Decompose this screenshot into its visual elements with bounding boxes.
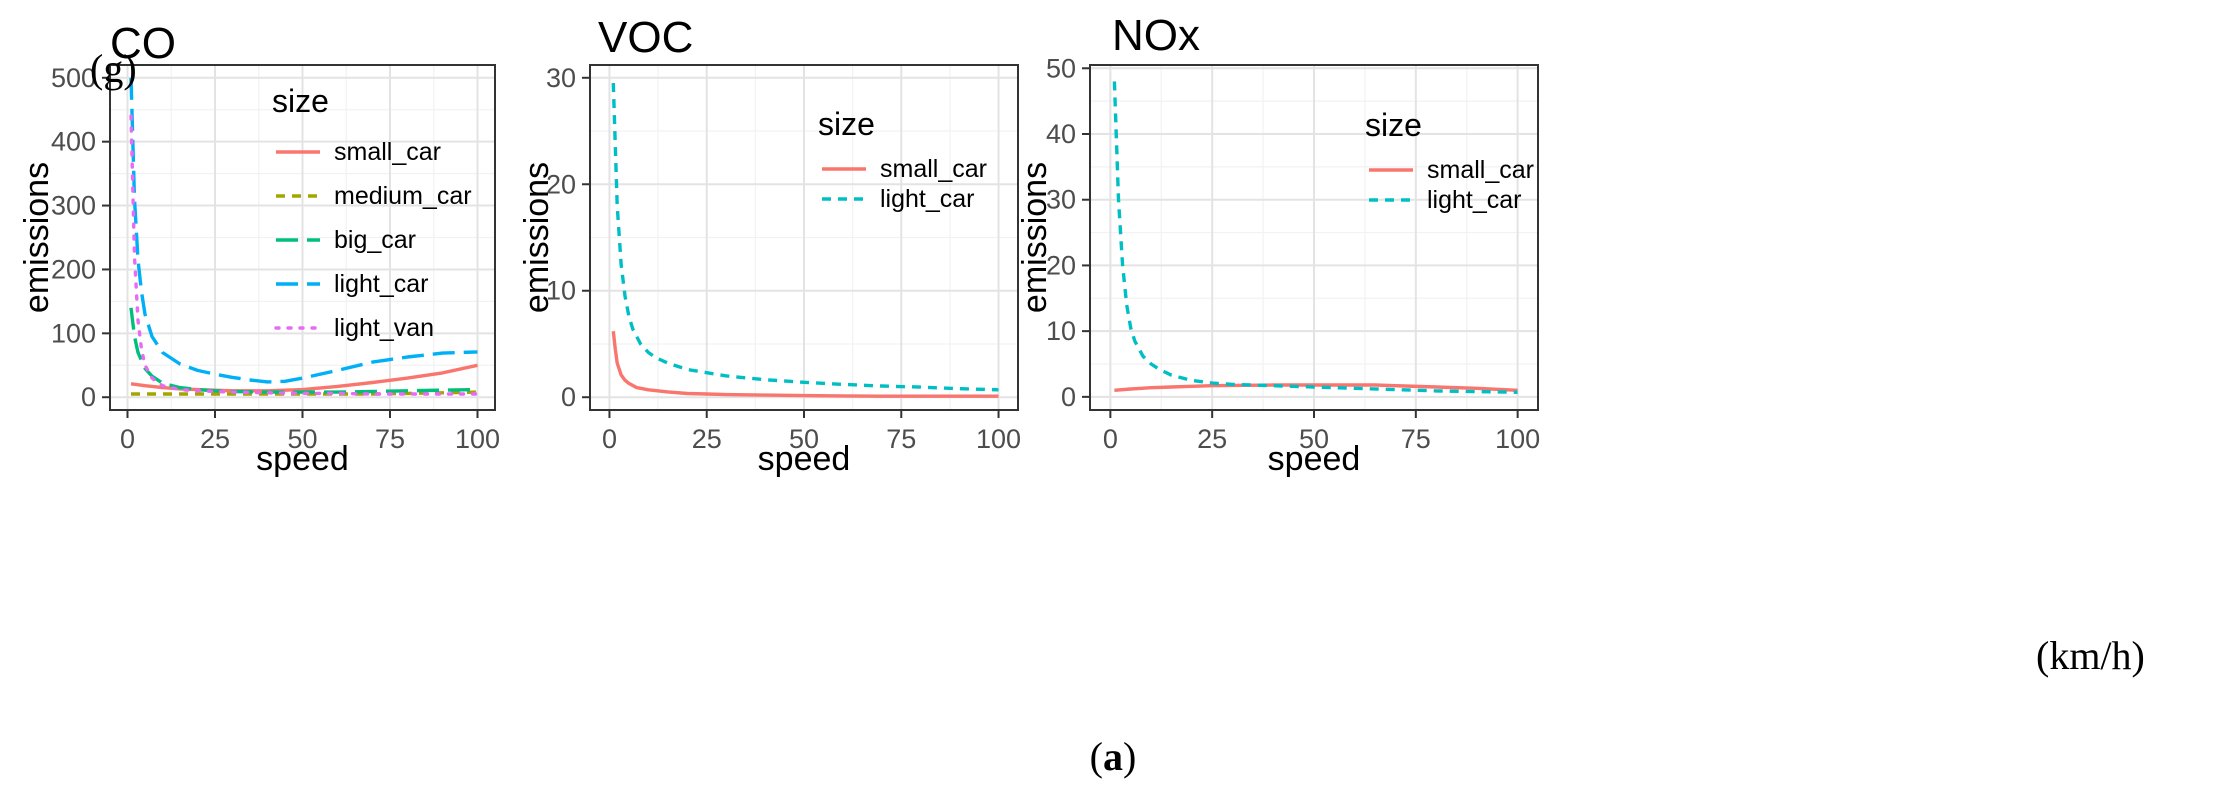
caption-open: ( — [1090, 734, 1103, 779]
nox-y-tick-label: 30 — [1046, 185, 1076, 215]
co-chart-title: CO — [110, 19, 176, 68]
nox-panel-border — [1089, 64, 1539, 411]
nox-x-tick-label: 75 — [1401, 424, 1431, 454]
co-y-tick-label: 0 — [81, 382, 96, 412]
co-x-tick-label: 25 — [200, 424, 230, 454]
co-panel-border — [109, 64, 496, 411]
nox-x-tick-label: 100 — [1495, 424, 1540, 454]
voc-legend-label-light-car: light_car — [880, 185, 975, 213]
voc-y-axis-label: emissions — [518, 162, 556, 313]
nox-y-axis-label: emissions — [1016, 162, 1054, 313]
y-unit-label: (g) — [90, 46, 137, 91]
nox-x-axis-label: speed — [1268, 440, 1361, 478]
nox-legend-title: size — [1365, 107, 1422, 143]
nox-series-light-car — [1112, 81, 1518, 394]
caption-letter: a — [1103, 734, 1123, 779]
voc-x-tick-label: 75 — [886, 424, 916, 454]
nox-legend-label-small-car: small_car — [1427, 156, 1534, 184]
co-legend-label-big-car: big_car — [334, 226, 416, 254]
voc-y-tick-label: 30 — [546, 63, 576, 93]
co-y-axis-label: emissions — [18, 162, 56, 313]
nox-y-tick-label: 40 — [1046, 119, 1076, 149]
co-y-tick-label: 400 — [51, 127, 96, 157]
voc-x-tick-label: 100 — [976, 424, 1021, 454]
voc-panel: 0 25 50 75 100 0 10 20 30 VOC speed emissions sizesm… — [518, 13, 1021, 478]
figure-caption: (a) — [1090, 734, 1137, 779]
voc-y-tick-label: 0 — [561, 382, 576, 412]
co-x-tick-label: 75 — [375, 424, 405, 454]
voc-series-small-car — [611, 331, 999, 398]
co-series-big-car — [129, 307, 478, 394]
voc-panel-border — [589, 64, 1019, 411]
voc-chart-title: VOC — [598, 13, 693, 62]
co-y-tick-label: 300 — [51, 191, 96, 221]
voc-x-tick-label: 50 — [789, 424, 819, 454]
voc-legend-title: size — [818, 106, 875, 142]
nox-y-tick-label: 10 — [1046, 316, 1076, 346]
co-series-light-car — [129, 77, 478, 384]
co-series-light-van — [129, 114, 480, 396]
voc-legend-label-small-car: small_car — [880, 155, 987, 183]
voc-x-tick-label: 25 — [692, 424, 722, 454]
co-x-tick-label: 100 — [455, 424, 500, 454]
co-x-tick-label: 0 — [120, 424, 135, 454]
co-legend-label-medium-car: medium_car — [334, 182, 472, 210]
nox-y-tick-label: 20 — [1046, 250, 1076, 280]
nox-panel: 0 25 50 75 100 0 10 20 30 40 50 NOx speed emissions si… — [1016, 11, 1540, 478]
nox-legend-label-light-car: light_car — [1427, 186, 1522, 214]
voc-x-axis-label: speed — [758, 440, 851, 478]
nox-x-tick-label: 25 — [1197, 424, 1227, 454]
co-y-tick-label: 200 — [51, 254, 96, 284]
co-legend-label-light-van: light_van — [334, 314, 434, 342]
co-y-tick-label: 100 — [51, 318, 96, 348]
x-unit-label: (km/h) — [2036, 633, 2145, 678]
voc-y-tick-label: 10 — [546, 276, 576, 306]
voc-x-tick-label: 0 — [602, 424, 617, 454]
voc-series-light-car — [611, 83, 999, 392]
co-y-tick-label: 500 — [51, 63, 96, 93]
voc-y-tick-label: 20 — [546, 169, 576, 199]
nox-series-small-car — [1114, 383, 1518, 392]
nox-x-tick-label: 50 — [1299, 424, 1329, 454]
co-x-axis-label: speed — [256, 440, 349, 478]
co-x-tick-label: 50 — [287, 424, 317, 454]
nox-y-tick-label: 50 — [1046, 53, 1076, 83]
co-panel: 0 25 50 75 100 0 100 200 300 400 500 CO speed emissio… — [18, 19, 500, 478]
nox-chart-title: NOx — [1112, 11, 1200, 60]
nox-x-tick-label: 0 — [1103, 424, 1118, 454]
co-legend-title: size — [272, 83, 329, 119]
co-legend-label-small-car: small_car — [334, 138, 441, 166]
co-legend-label-light-car: light_car — [334, 270, 429, 298]
nox-y-tick-label: 0 — [1061, 382, 1076, 412]
caption-close: ) — [1123, 734, 1136, 779]
